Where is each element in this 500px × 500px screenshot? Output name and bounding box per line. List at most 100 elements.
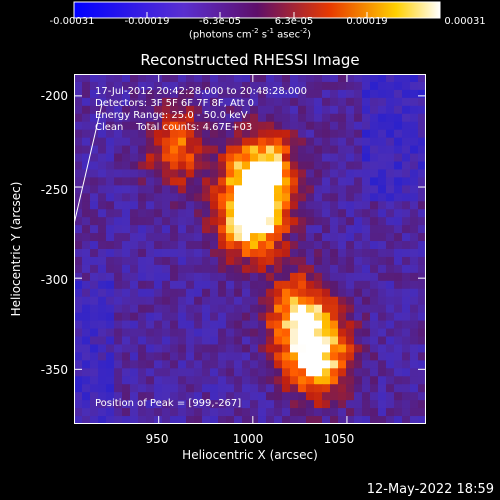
heatmap-cell: [306, 241, 315, 250]
x-tick-label: 950: [145, 432, 169, 446]
heatmap-cell: [338, 89, 347, 99]
heatmap-cell: [290, 352, 299, 361]
heatmap-cell: [170, 280, 179, 290]
colorbar-tick-label: -0.00019: [124, 16, 170, 27]
heatmap-cell: [266, 352, 275, 361]
heatmap-cell: [290, 177, 299, 186]
heatmap-cell: [314, 137, 323, 147]
heatmap-cell: [90, 233, 99, 242]
heatmap-cell: [418, 264, 426, 274]
heatmap-cell: [314, 296, 323, 306]
heatmap-cell: [194, 272, 203, 282]
heatmap-cell: [394, 256, 403, 266]
heatmap-cell: [98, 161, 107, 171]
heatmap-cell: [410, 113, 419, 123]
heatmap-cell: [130, 121, 139, 131]
heatmap-cell: [378, 177, 387, 186]
heatmap-cell: [258, 344, 267, 353]
heatmap-cell: [410, 328, 419, 338]
heatmap-cell: [226, 209, 235, 218]
heatmap-cell: [314, 241, 323, 250]
heatmap-cell: [386, 280, 395, 290]
heatmap-cell: [266, 256, 275, 266]
heatmap-cell: [106, 336, 115, 346]
heatmap-cell: [210, 241, 219, 250]
heatmap-cell: [402, 360, 411, 369]
heatmap-cell: [338, 97, 347, 107]
heatmap-cell: [218, 408, 227, 417]
heatmap-cell: [82, 193, 91, 202]
heatmap-cell: [354, 121, 363, 131]
heatmap-cell: [402, 241, 411, 250]
heatmap-cell: [322, 177, 331, 186]
heatmap-cell: [258, 89, 267, 99]
heatmap-cell: [186, 97, 195, 107]
heatmap-cell: [282, 74, 291, 83]
heatmap-cell: [242, 169, 251, 178]
heatmap-cell: [122, 288, 131, 298]
heatmap-cell: [114, 344, 123, 353]
heatmap-cell: [202, 264, 211, 274]
heatmap-cell: [74, 320, 83, 330]
heatmap-cell: [290, 74, 299, 83]
heatmap-cell: [90, 272, 99, 282]
heatmap-cell: [234, 177, 243, 186]
heatmap-cell: [386, 272, 395, 282]
heatmap-cell: [210, 153, 219, 163]
heatmap-cell: [122, 209, 131, 218]
heatmap-cell: [282, 272, 291, 282]
heatmap-cell: [290, 416, 299, 424]
heatmap-cell: [418, 169, 426, 178]
heatmap-cell: [282, 241, 291, 250]
heatmap-cell: [202, 137, 211, 147]
heatmap-cell: [266, 392, 275, 401]
heatmap-cell: [290, 137, 299, 147]
heatmap-cell: [370, 201, 379, 210]
heatmap-cell: [122, 416, 131, 424]
heatmap-cell: [186, 81, 195, 91]
heatmap-cell: [90, 161, 99, 171]
heatmap-cell: [250, 74, 259, 83]
heatmap-cell: [162, 328, 171, 338]
heatmap-cell: [274, 121, 283, 131]
heatmap-cell: [234, 113, 243, 123]
heatmap-cell: [418, 304, 426, 314]
heatmap-cell: [354, 241, 363, 250]
heatmap-cell: [162, 169, 171, 178]
heatmap-cell: [322, 384, 331, 393]
heatmap-cell: [170, 185, 179, 194]
heatmap-cell: [154, 209, 163, 218]
heatmap-cell: [306, 272, 315, 282]
heatmap-cell: [282, 249, 291, 258]
heatmap-cell: [338, 81, 347, 91]
heatmap-cell: [122, 249, 131, 258]
heatmap-cell: [282, 304, 291, 314]
heatmap-cell: [170, 145, 179, 155]
heatmap-cell: [138, 376, 147, 385]
heatmap-cell: [330, 392, 339, 401]
heatmap-cell: [282, 376, 291, 385]
heatmap-cell: [122, 169, 131, 178]
heatmap-cell: [106, 209, 115, 218]
heatmap-cell: [274, 241, 283, 250]
heatmap-cell: [298, 201, 307, 210]
heatmap-cell: [178, 145, 187, 155]
heatmap-cell: [354, 185, 363, 194]
heatmap-cell: [74, 89, 83, 99]
heatmap-cell: [322, 312, 331, 322]
heatmap-cell: [346, 376, 355, 385]
heatmap-cell: [410, 129, 419, 139]
heatmap-cell: [162, 320, 171, 330]
heatmap-cell: [242, 129, 251, 139]
heatmap-cell: [306, 384, 315, 393]
heatmap-cell: [234, 272, 243, 282]
heatmap-cell: [290, 169, 299, 178]
heatmap-cell: [202, 74, 211, 83]
heatmap-cell: [250, 185, 259, 194]
heatmap-cell: [402, 296, 411, 306]
heatmap-cell: [386, 233, 395, 242]
heatmap-cell: [90, 177, 99, 186]
heatmap-cell: [138, 121, 147, 131]
heatmap-cell: [106, 408, 115, 417]
heatmap-cell: [162, 296, 171, 306]
